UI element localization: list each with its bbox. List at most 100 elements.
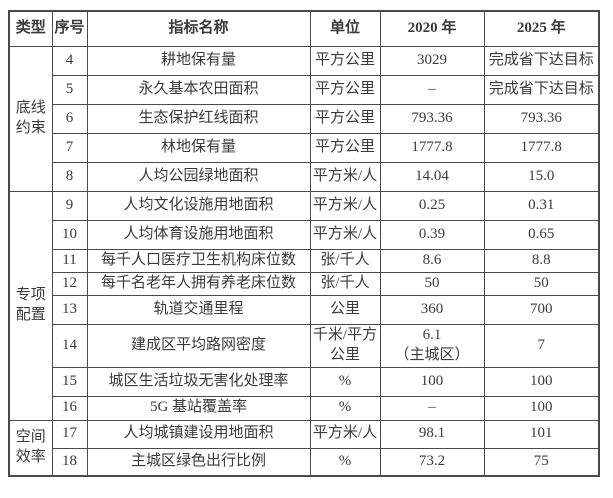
cell-unit: % xyxy=(309,395,381,421)
cell-indicator-name: 每千人口医疗卫生机构床位数 xyxy=(86,248,311,273)
category-cell: 专项 配置 xyxy=(8,190,53,421)
cell-unit: 平方米/人 xyxy=(309,190,381,221)
cell-indicator-name: 城区生活垃圾无害化处理率 xyxy=(86,366,311,397)
cell-unit: % xyxy=(309,447,381,477)
cell-2025-value: 15.0 xyxy=(483,161,600,192)
cell-number: 12 xyxy=(51,271,88,296)
cell-unit: 张/千人 xyxy=(309,271,381,296)
table-row: 14 建成区平均路网密度 千米/平方 公里 6.1 （主城区） 7 xyxy=(9,323,600,368)
cell-unit: 平方米/人 xyxy=(309,161,381,192)
cell-unit: 平方公里 xyxy=(309,74,381,105)
table-row: 6 生态保护红线面积 平方公里 793.36 793.36 xyxy=(9,103,600,134)
table-row: 10 人均体育设施用地面积 平方米/人 0.39 0.65 xyxy=(9,219,600,250)
table-row: 空间 效率 17 人均城镇建设用地面积 平方米/人 98.1 101 xyxy=(8,419,600,477)
cell-unit: 平方公里 xyxy=(309,103,381,134)
cell-2025-value: 1777.8 xyxy=(483,132,600,163)
header-2020: 2020 年 xyxy=(379,10,485,47)
cell-number: 5 xyxy=(51,74,88,105)
cell-unit: 千米/平方 公里 xyxy=(309,323,381,368)
table-row: 7 林地保有量 平方公里 1777.8 1777.8 xyxy=(9,132,600,163)
table-row: 18 主城区绿色出行比例% 73.2 75 xyxy=(9,447,600,477)
cell-2020-value: 0.25 xyxy=(379,190,485,221)
cell-number: 13 xyxy=(51,294,88,325)
cell-unit: 平方米/人 xyxy=(309,419,381,449)
table-row: 15 城区生活垃圾无害化处理率% 100 100 xyxy=(9,366,600,397)
cell-indicator-name: 5G 基站覆盖率 xyxy=(86,395,311,421)
cell-2020-value: 98.1 xyxy=(379,419,485,449)
cell-2020-value: 0.39 xyxy=(379,219,485,250)
cell-unit: 平方公里 xyxy=(309,45,381,76)
header-unit: 单位 xyxy=(309,10,381,47)
cell-indicator-name: 耕地保有量 xyxy=(86,45,311,76)
cell-number: 10 xyxy=(51,219,88,250)
header-row: 类型 序号 指标名称 单位 2020 年 2025 年 xyxy=(8,10,600,47)
table-row: 专项 配置 9 人均文化设施用地面积 平方米/人 0.25 0.31 xyxy=(8,190,600,421)
category-cell: 空间 效率 xyxy=(8,419,53,477)
table-row: 5 永久基本农田面积 平方公里 – 完成省下达目标 xyxy=(9,74,600,105)
cell-number: 8 xyxy=(51,161,88,192)
cell-indicator-name: 生态保护红线面积 xyxy=(86,103,311,134)
cell-2020-value: – xyxy=(379,74,485,105)
cell-2025-value: 793.36 xyxy=(483,103,600,134)
cell-indicator-name: 建成区平均路网密度 xyxy=(86,323,311,368)
cell-indicator-name: 人均体育设施用地面积 xyxy=(86,219,311,250)
cell-2020-value: 8.6 xyxy=(379,248,485,273)
cell-indicator-name: 主城区绿色出行比例 xyxy=(86,447,311,477)
table-row: 12 每千名老年人拥有养老床位数 张/千人 50 50 xyxy=(9,271,600,296)
cell-unit: 张/千人 xyxy=(309,248,381,273)
cell-indicator-name: 永久基本农田面积 xyxy=(86,74,311,105)
cell-2025-value: 0.65 xyxy=(483,219,600,250)
cell-2020-value: – xyxy=(379,395,485,421)
cell-unit: 公里 xyxy=(309,294,381,325)
cell-2025-value: 101 xyxy=(483,419,600,449)
cell-number: 4 xyxy=(51,45,88,76)
cell-number: 16 xyxy=(51,395,88,421)
cell-number: 17 xyxy=(51,419,88,449)
table-row: 16 5G 基站覆盖率% –100 xyxy=(9,395,600,421)
table-row: 13 轨道交通里程 公里 360 700 xyxy=(9,294,600,325)
cell-2025-value: 100 xyxy=(483,395,600,421)
cell-2020-value: 793.36 xyxy=(379,103,485,134)
cell-2025-value: 完成省下达目标 xyxy=(483,74,600,105)
cell-indicator-name: 每千名老年人拥有养老床位数 xyxy=(86,271,311,296)
cell-indicator-name: 轨道交通里程 xyxy=(86,294,311,325)
cell-number: 15 xyxy=(51,366,88,397)
header-number: 序号 xyxy=(51,10,88,47)
header-indicator: 指标名称 xyxy=(86,10,311,47)
table-body: 底线 约束 4 耕地保有量 平方公里 3029 完成省下达目标 5 永久基本农田面积 平方公里 –… xyxy=(8,45,600,477)
cell-unit: % xyxy=(309,366,381,397)
cell-2020-value: 100 xyxy=(379,366,485,397)
cell-number: 14 xyxy=(51,323,88,368)
cell-indicator-name: 人均城镇建设用地面积 xyxy=(86,419,311,449)
indicator-table: 类型 序号 指标名称 单位 2020 年 2025 年 底线 约束 4 耕地保有量平… xyxy=(8,10,600,477)
cell-2025-value: 0.31 xyxy=(483,190,600,221)
cell-2025-value: 100 xyxy=(483,366,600,397)
cell-number: 18 xyxy=(51,447,88,477)
cell-indicator-name: 人均文化设施用地面积 xyxy=(86,190,311,221)
cell-2020-value: 1777.8 xyxy=(379,132,485,163)
cell-2025-value: 50 xyxy=(483,271,600,296)
cell-number: 7 xyxy=(51,132,88,163)
table-row: 底线 约束 4 耕地保有量 平方公里 3029 完成省下达目标 xyxy=(8,45,600,192)
cell-unit: 平方公里 xyxy=(309,132,381,163)
cell-unit: 平方米/人 xyxy=(309,219,381,250)
cell-2020-value: 3029 xyxy=(379,45,485,76)
cell-2020-value: 6.1 （主城区） xyxy=(379,323,485,368)
cell-2020-value: 14.04 xyxy=(379,161,485,192)
cell-2025-value: 7 xyxy=(483,323,600,368)
cell-2020-value: 360 xyxy=(379,294,485,325)
cell-indicator-name: 人均公园绿地面积 xyxy=(86,161,311,192)
cell-2025-value: 完成省下达目标 xyxy=(483,45,600,76)
cell-number: 11 xyxy=(51,248,88,273)
cell-2020-value: 73.2 xyxy=(379,447,485,477)
header-type: 类型 xyxy=(8,10,53,47)
table-row: 8 人均公园绿地面积 平方米/人 14.04 15.0 xyxy=(9,161,600,192)
cell-indicator-name: 林地保有量 xyxy=(86,132,311,163)
cell-2025-value: 8.8 xyxy=(483,248,600,273)
header-2025: 2025 年 xyxy=(483,10,600,47)
cell-number: 6 xyxy=(51,103,88,134)
table-row: 11 每千人口医疗卫生机构床位数 张/千人 8.6 8.8 xyxy=(9,248,600,273)
cell-2020-value: 50 xyxy=(379,271,485,296)
cell-2025-value: 75 xyxy=(483,447,600,477)
category-cell: 底线 约束 xyxy=(8,45,53,192)
